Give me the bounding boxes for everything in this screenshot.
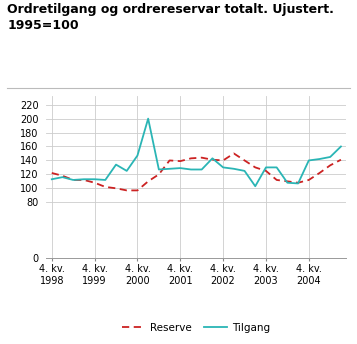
Text: Ordretilgang og ordrereservar totalt. Ujustert.
1995=100: Ordretilgang og ordrereservar totalt. Uj… bbox=[7, 3, 334, 32]
Reserve bbox=[114, 186, 118, 190]
Line: Reserve: Reserve bbox=[52, 153, 341, 190]
Tilgang bbox=[339, 144, 343, 149]
Reserve bbox=[221, 158, 225, 162]
Reserve bbox=[60, 174, 65, 178]
Reserve bbox=[82, 178, 86, 182]
Tilgang bbox=[296, 181, 300, 185]
Reserve bbox=[285, 179, 290, 183]
Tilgang bbox=[328, 155, 332, 159]
Reserve bbox=[71, 178, 75, 182]
Reserve bbox=[157, 172, 161, 176]
Reserve bbox=[125, 188, 129, 192]
Reserve bbox=[167, 158, 172, 162]
Tilgang bbox=[178, 166, 182, 170]
Tilgang bbox=[275, 165, 279, 170]
Reserve bbox=[328, 163, 332, 168]
Legend: Reserve, Tilgang: Reserve, Tilgang bbox=[118, 319, 275, 337]
Reserve bbox=[307, 178, 311, 182]
Reserve bbox=[275, 178, 279, 182]
Reserve bbox=[264, 169, 268, 173]
Reserve bbox=[103, 185, 107, 189]
Tilgang bbox=[157, 168, 161, 172]
Reserve bbox=[178, 159, 182, 163]
Reserve bbox=[92, 181, 97, 185]
Tilgang bbox=[50, 177, 54, 181]
Reserve bbox=[146, 179, 150, 183]
Tilgang bbox=[125, 169, 129, 173]
Tilgang bbox=[92, 177, 97, 181]
Reserve bbox=[200, 155, 204, 160]
Reserve bbox=[232, 151, 236, 155]
Tilgang bbox=[71, 178, 75, 182]
Tilgang bbox=[114, 163, 118, 167]
Tilgang bbox=[242, 169, 247, 173]
Reserve bbox=[296, 181, 300, 185]
Tilgang bbox=[60, 175, 65, 179]
Tilgang bbox=[135, 153, 140, 158]
Tilgang bbox=[232, 167, 236, 171]
Tilgang bbox=[285, 181, 290, 185]
Tilgang bbox=[317, 157, 322, 161]
Tilgang bbox=[82, 177, 86, 181]
Reserve bbox=[210, 158, 215, 162]
Tilgang bbox=[307, 158, 311, 162]
Reserve bbox=[50, 171, 54, 175]
Tilgang bbox=[221, 165, 225, 170]
Tilgang bbox=[253, 184, 257, 188]
Reserve bbox=[135, 188, 140, 192]
Tilgang bbox=[103, 178, 107, 182]
Tilgang bbox=[146, 117, 150, 121]
Reserve bbox=[242, 158, 247, 162]
Line: Tilgang: Tilgang bbox=[52, 119, 341, 186]
Tilgang bbox=[210, 156, 215, 160]
Reserve bbox=[189, 156, 193, 160]
Reserve bbox=[317, 171, 322, 175]
Tilgang bbox=[167, 167, 172, 171]
Tilgang bbox=[189, 168, 193, 172]
Tilgang bbox=[200, 168, 204, 172]
Reserve bbox=[253, 165, 257, 170]
Reserve bbox=[339, 158, 343, 162]
Tilgang bbox=[264, 165, 268, 170]
